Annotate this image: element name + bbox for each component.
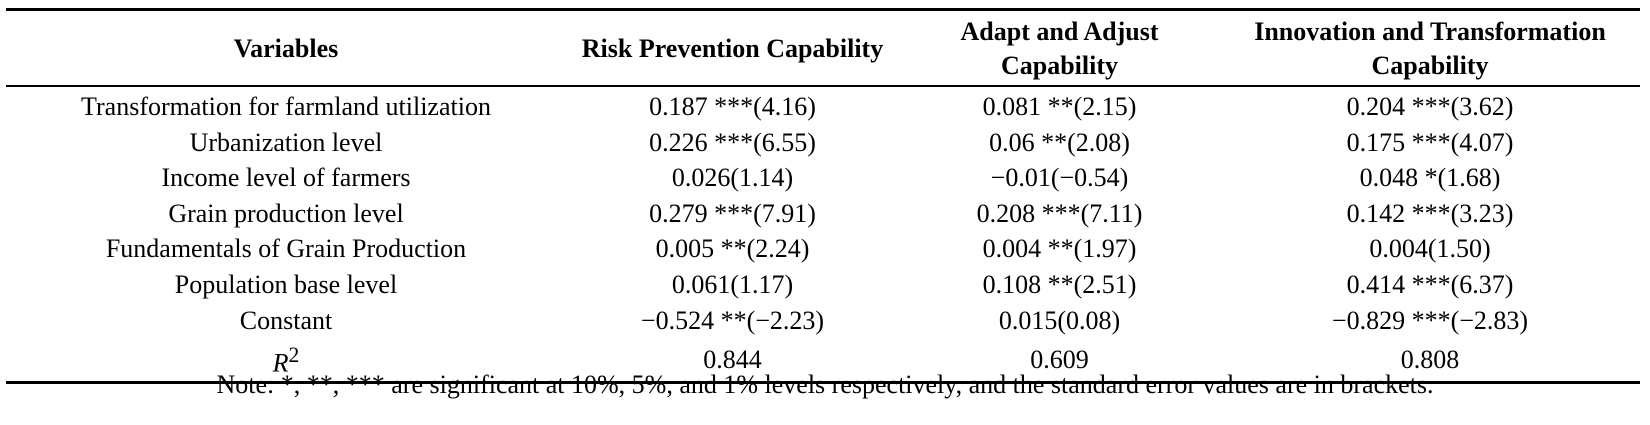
cell-value: 0.048 *(1.68) (1359, 163, 1501, 193)
cell-value: 0.004 **(1.97) (982, 234, 1137, 264)
cell-value: 0.204 ***(3.62) (1346, 92, 1514, 121)
cell-value: 0.026(1.14) (671, 163, 794, 193)
cell-value: 0.061(1.17) (671, 269, 794, 299)
row-label: Fundamentals of Grain Production (105, 234, 467, 264)
row-label: Urbanization level (189, 127, 383, 157)
cell-value: 0.015(0.08) (998, 305, 1121, 335)
header-risk-prevention: Risk Prevention Capability (566, 9, 899, 87)
table-row: Population base level 0.061(1.17) 0.108 … (6, 267, 1640, 303)
header-row: Variables Risk Prevention Capability Ada… (6, 9, 1640, 87)
row-label: Population base level (174, 269, 398, 299)
r-squared-value: 0.844 (703, 344, 762, 374)
cell-value: 0.081 **(2.15) (982, 92, 1137, 121)
table-note: Note: *, **, *** are significant at 10%,… (216, 370, 1434, 399)
cell-value: 0.208 ***(7.11) (976, 198, 1143, 228)
row-label: Grain production level (168, 198, 404, 228)
cell-value: 0.187 ***(4.16) (649, 92, 816, 121)
cell-value: −0.829 ***(−2.83) (1331, 305, 1529, 335)
r-squared-label: R2 (6, 338, 566, 383)
r-squared-row: R2 0.844 0.609 0.808 (6, 338, 1640, 383)
r-squared-symbol: R (272, 348, 289, 378)
row-label: Income level of farmers (161, 163, 411, 193)
cell-value: 0.279 ***(7.91) (649, 198, 816, 228)
table-row: Grain production level 0.279 ***(7.91) 0… (6, 196, 1640, 232)
table-row: Fundamentals of Grain Production 0.005 *… (6, 231, 1640, 267)
cell-value: 0.004(1.50) (1369, 234, 1491, 264)
cell-value: 0.005 **(2.24) (655, 234, 810, 264)
cell-value: 0.142 ***(3.23) (1346, 198, 1514, 228)
row-label: Constant (239, 305, 333, 335)
r-squared-superscript: 2 (288, 343, 300, 368)
table-row: Transformation for farmland utilization … (6, 86, 1640, 125)
header-variables: Variables (6, 9, 566, 87)
cell-value: 0.06 **(2.08) (989, 127, 1130, 157)
r-squared-value: 0.808 (1400, 344, 1460, 374)
cell-value: 0.108 **(2.51) (982, 269, 1137, 299)
cell-value: 0.175 ***(4.07) (1346, 127, 1514, 157)
regression-results-table: Variables Risk Prevention Capability Ada… (6, 8, 1640, 385)
cell-value: 0.226 ***(6.55) (649, 127, 816, 157)
header-innovation-transformation: Innovation and Transformation Capability (1220, 9, 1640, 87)
r-squared-value: 0.609 (1030, 344, 1089, 374)
table-row: Urbanization level 0.226 ***(6.55) 0.06 … (6, 125, 1640, 161)
row-label: Transformation for farmland utilization (81, 92, 491, 121)
cell-value: −0.524 **(−2.23) (640, 305, 825, 335)
cell-value: 0.414 ***(6.37) (1346, 269, 1514, 299)
cell-value: −0.01(−0.54) (990, 163, 1129, 193)
header-adapt-adjust: Adapt and Adjust Capability (899, 9, 1220, 87)
table-row: Constant −0.524 **(−2.23) 0.015(0.08) −0… (6, 303, 1640, 339)
table-row: Income level of farmers 0.026(1.14) −0.0… (6, 160, 1640, 196)
